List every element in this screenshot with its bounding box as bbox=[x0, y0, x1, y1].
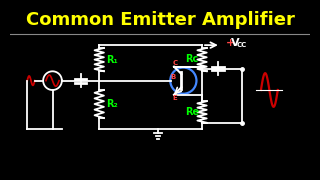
Text: B: B bbox=[170, 74, 176, 80]
Text: Common Emitter Amplifier: Common Emitter Amplifier bbox=[26, 11, 294, 29]
Text: CC: CC bbox=[237, 42, 247, 48]
Text: Re: Re bbox=[185, 107, 199, 117]
Text: R₁: R₁ bbox=[106, 55, 117, 65]
Text: Rc: Rc bbox=[185, 54, 198, 64]
Text: E: E bbox=[172, 95, 177, 101]
Text: V: V bbox=[231, 38, 240, 48]
Text: +: + bbox=[225, 38, 235, 48]
Text: R₂: R₂ bbox=[106, 99, 117, 109]
Text: C: C bbox=[172, 60, 177, 66]
